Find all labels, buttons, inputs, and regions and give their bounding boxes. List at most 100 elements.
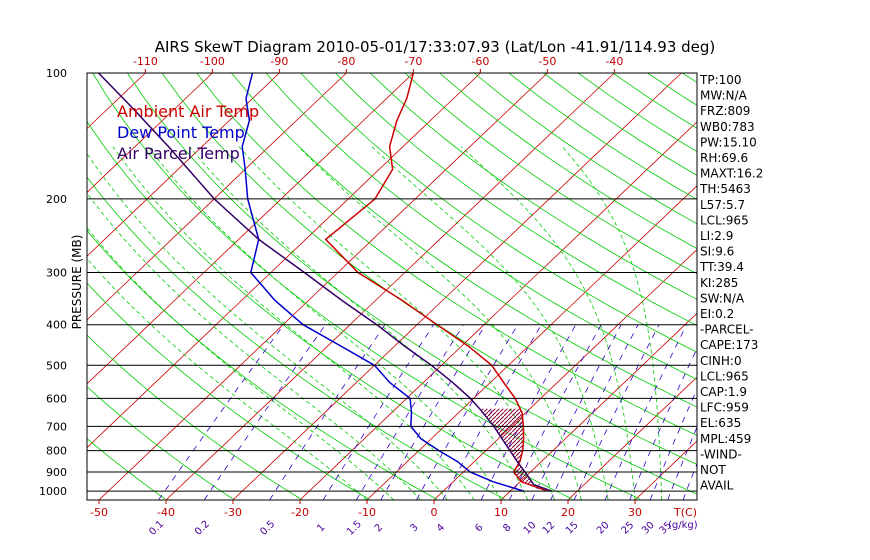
index-item: SI:9.6 — [700, 245, 734, 259]
isotherm-line — [87, 73, 414, 385]
pressure-tick-label: 600 — [46, 392, 67, 405]
mixing-ratio-line — [416, 324, 519, 500]
mixing-ratio-tick-label: 0.5 — [258, 519, 277, 538]
moist-adiabat-line — [87, 152, 448, 500]
index-item: PW:15.10 — [700, 135, 757, 149]
mixing-ratio-tick-label: 0.1 — [147, 519, 166, 538]
bottom-unit-label: T(C) — [673, 506, 697, 519]
index-item: LCL:965 — [700, 213, 749, 227]
pressure-tick-label: 800 — [46, 445, 67, 458]
mixing-ratio-tick-label: 3 — [408, 522, 420, 534]
dry-adiabat-line — [87, 334, 302, 500]
pressure-tick-label: 700 — [46, 420, 67, 433]
mixing-ratio-line — [550, 324, 639, 500]
pressure-tick-label: 1000 — [39, 485, 67, 498]
bottom-temp-tick-label: -40 — [157, 506, 175, 519]
index-item: FRZ:809 — [700, 104, 750, 118]
dry-adiabat-line — [126, 73, 697, 495]
top-temp-tick-label: -40 — [605, 55, 623, 68]
index-item: CAP:1.9 — [700, 385, 747, 399]
moist-adiabat-line — [147, 146, 502, 500]
dry-adiabat-line — [300, 73, 697, 353]
mixing-ratio-tick-label: 4 — [435, 522, 447, 534]
dry-adiabat-line — [87, 230, 437, 500]
dry-adiabat-line — [752, 73, 870, 499]
dry-adiabat-line — [87, 386, 234, 500]
bottom-temp-tick-label: 0 — [431, 506, 438, 519]
legend: Ambient Air Temp Dew Point Temp Air Parc… — [117, 102, 259, 163]
isotherm-line — [98, 73, 548, 500]
index-item: TT:39.4 — [699, 260, 744, 274]
mixing-ratio-line — [380, 324, 486, 500]
mixing-ratio-line — [158, 324, 285, 500]
index-item: -WIND- — [700, 447, 742, 461]
dry-adiabat-line — [87, 282, 370, 500]
ambient-temp-line — [324, 73, 548, 492]
isotherm-line — [769, 73, 870, 500]
dry-adiabat-line — [87, 120, 573, 500]
mixing-ratio-line — [649, 388, 697, 500]
bottom-temp-tick-label: -10 — [358, 506, 376, 519]
mixing-ratio-line — [667, 426, 697, 500]
index-item: LCL:965 — [700, 369, 749, 383]
isotherm-line — [366, 185, 697, 500]
index-item: MAXT:16.2 — [700, 167, 763, 181]
mixing-ratio-tick-label: 1.5 — [345, 519, 364, 538]
isotherm-line — [299, 121, 697, 500]
mixing-ratio-line — [322, 324, 434, 500]
mixing-ratio-tick-label: 30 — [640, 520, 657, 537]
pressure-tick-label: 200 — [46, 193, 67, 206]
legend-ambient: Ambient Air Temp — [117, 102, 259, 121]
mixing-ratio-tick-label: 6 — [473, 522, 485, 534]
isotherm-line — [500, 312, 697, 500]
pressure-tick-label: 900 — [46, 466, 67, 479]
moist-adiabat-line — [87, 227, 395, 500]
index-item: EI:0.2 — [700, 307, 734, 321]
bottom-temp-tick-label: 20 — [561, 506, 575, 519]
legend-parcel: Air Parcel Temp — [117, 144, 240, 163]
legend-dewpoint: Dew Point Temp — [117, 123, 245, 142]
isotherm-line — [232, 73, 682, 500]
mixing-ratio-tick-label: 25 — [620, 520, 637, 537]
isotherm-line — [634, 440, 697, 500]
isotherm-line — [87, 73, 280, 257]
isotherm-line — [836, 73, 870, 500]
dry-adiabat-line — [404, 73, 697, 275]
dry-adiabat-line — [508, 73, 697, 200]
top-temp-tick-label: -90 — [270, 55, 288, 68]
parcel-temp-line — [97, 73, 553, 492]
index-item: AVAIL — [700, 479, 734, 493]
bottom-temp-tick-label: -50 — [90, 506, 108, 519]
index-item: L57:5.7 — [700, 198, 745, 212]
moist-adiabat-line — [87, 192, 421, 500]
index-item: TH:5463 — [699, 182, 751, 196]
dry-adiabat-line — [335, 73, 697, 326]
mixing-ratio-tick-label: 0.2 — [193, 519, 212, 538]
isotherm-line — [0, 73, 78, 500]
dry-adiabat-line — [92, 73, 641, 500]
dry-adiabat-line — [161, 73, 697, 465]
top-temp-tick-label: -100 — [200, 55, 225, 68]
y-axis-label: PRESSURE (MB) — [70, 235, 84, 330]
dry-adiabat-line — [369, 73, 697, 300]
mixing-ratio-tick-label: 8 — [501, 522, 513, 534]
isotherm-line — [87, 73, 347, 321]
index-item: SW:N/A — [700, 291, 745, 305]
bottom-temp-tick-label: 10 — [494, 506, 508, 519]
index-item: EL:635 — [700, 416, 741, 430]
mixing-ratio-line — [573, 324, 660, 500]
pressure-tick-label: 100 — [46, 67, 67, 80]
index-item: KI:285 — [700, 276, 738, 290]
dry-adiabat-line — [439, 73, 697, 250]
mixing-ratio-unit: (g/kg) — [668, 520, 698, 531]
top-temp-tick-label: -80 — [337, 55, 355, 68]
isotherm-line — [87, 73, 481, 449]
index-item: LI:2.9 — [700, 229, 733, 243]
dewpoint-line — [241, 73, 524, 492]
pressure-tick-label: 300 — [46, 267, 67, 280]
index-item: NOT — [700, 463, 726, 477]
mixing-ratio-line — [203, 324, 326, 500]
isotherm-line — [567, 376, 697, 500]
bottom-temp-tick-label: 30 — [628, 506, 642, 519]
